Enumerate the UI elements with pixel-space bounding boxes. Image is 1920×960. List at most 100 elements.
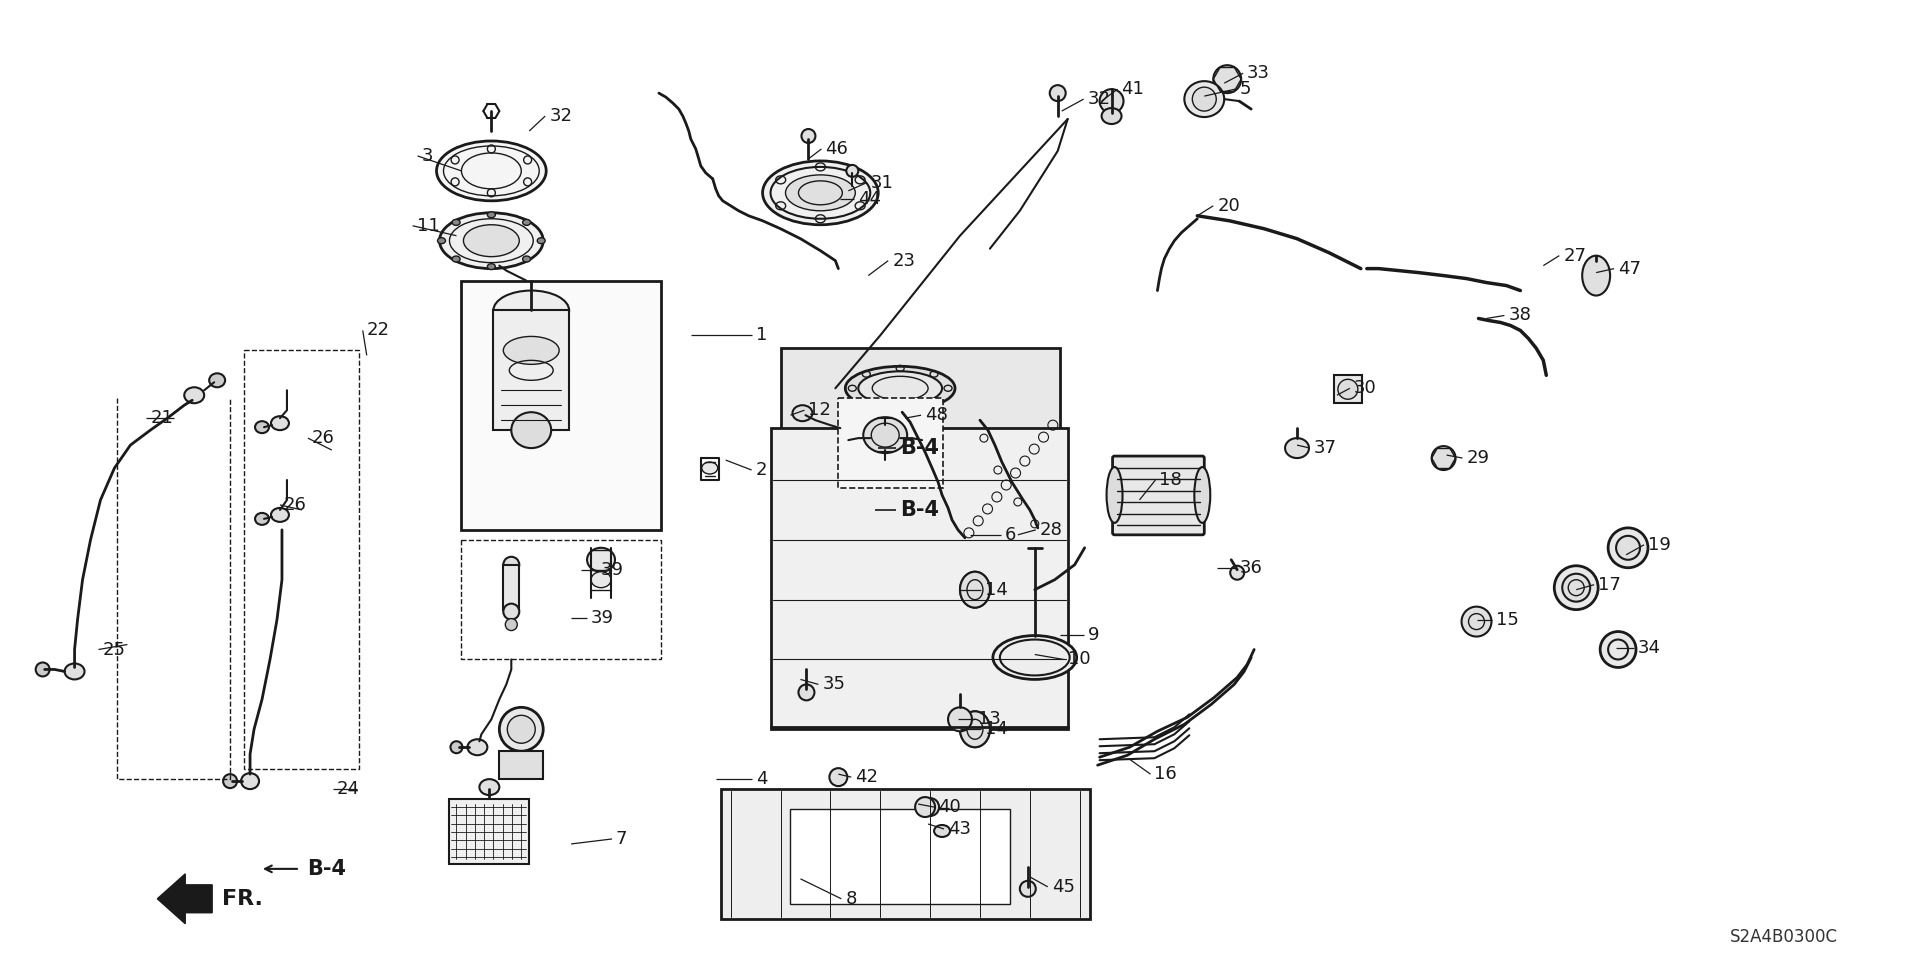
Text: 1: 1 <box>756 326 766 345</box>
Ellipse shape <box>1231 565 1244 580</box>
Ellipse shape <box>1100 89 1123 113</box>
Bar <box>449 799 530 864</box>
Ellipse shape <box>948 708 972 732</box>
Ellipse shape <box>436 141 545 201</box>
Ellipse shape <box>522 256 530 262</box>
Ellipse shape <box>499 708 543 752</box>
Ellipse shape <box>1106 467 1123 523</box>
Ellipse shape <box>916 797 935 817</box>
Text: 28: 28 <box>1041 521 1062 539</box>
Text: 26: 26 <box>311 429 334 447</box>
Text: 26: 26 <box>284 496 307 514</box>
Text: 27: 27 <box>1563 247 1586 265</box>
Bar <box>461 280 660 530</box>
Ellipse shape <box>799 684 814 701</box>
Text: 41: 41 <box>1121 80 1144 98</box>
Text: 12: 12 <box>808 401 831 420</box>
Text: 47: 47 <box>1619 259 1642 277</box>
Ellipse shape <box>488 212 495 218</box>
Text: 13: 13 <box>977 710 1000 729</box>
Polygon shape <box>770 428 1068 730</box>
Ellipse shape <box>480 780 499 795</box>
Text: 22: 22 <box>367 322 390 340</box>
Text: 35: 35 <box>822 676 845 693</box>
Ellipse shape <box>511 412 551 448</box>
Ellipse shape <box>1194 467 1210 523</box>
Text: 14: 14 <box>985 581 1008 599</box>
Text: 42: 42 <box>854 768 877 786</box>
Ellipse shape <box>223 774 236 788</box>
Text: 33: 33 <box>1248 64 1271 83</box>
Text: 2: 2 <box>756 461 768 479</box>
Text: 45: 45 <box>1052 877 1075 896</box>
Ellipse shape <box>184 387 204 403</box>
Ellipse shape <box>1185 82 1225 117</box>
Text: 43: 43 <box>948 820 972 838</box>
Ellipse shape <box>1192 87 1215 111</box>
Text: 46: 46 <box>826 140 849 158</box>
Text: 34: 34 <box>1638 638 1661 657</box>
Ellipse shape <box>1102 108 1121 124</box>
Ellipse shape <box>1582 255 1611 296</box>
Ellipse shape <box>255 513 269 525</box>
Ellipse shape <box>1432 446 1455 470</box>
Ellipse shape <box>522 220 530 226</box>
Ellipse shape <box>845 367 954 410</box>
Text: 32: 32 <box>549 108 572 125</box>
Ellipse shape <box>993 636 1077 680</box>
Ellipse shape <box>505 618 516 631</box>
Text: 14: 14 <box>985 720 1008 738</box>
Text: 18: 18 <box>1160 471 1183 489</box>
Text: 19: 19 <box>1647 536 1670 554</box>
Polygon shape <box>781 348 1060 430</box>
Bar <box>791 809 1010 903</box>
Ellipse shape <box>960 711 991 747</box>
Text: 16: 16 <box>1154 765 1177 783</box>
Bar <box>493 310 568 430</box>
Text: 36: 36 <box>1238 559 1261 577</box>
Ellipse shape <box>801 129 816 143</box>
Text: 37: 37 <box>1313 439 1336 457</box>
Bar <box>499 752 543 780</box>
Ellipse shape <box>785 175 854 211</box>
Text: 38: 38 <box>1509 306 1532 324</box>
Ellipse shape <box>1555 565 1597 610</box>
Ellipse shape <box>503 336 559 365</box>
Text: 48: 48 <box>925 406 948 424</box>
Text: 24: 24 <box>336 780 359 798</box>
Text: 40: 40 <box>939 798 960 816</box>
Text: 23: 23 <box>893 252 916 270</box>
Text: 8: 8 <box>845 890 856 908</box>
Text: S2A4B0300C: S2A4B0300C <box>1730 927 1837 946</box>
Text: 20: 20 <box>1217 197 1240 215</box>
Ellipse shape <box>503 557 518 573</box>
FancyBboxPatch shape <box>1112 456 1204 535</box>
Ellipse shape <box>271 417 288 430</box>
FancyArrow shape <box>157 874 213 924</box>
Bar <box>244 350 359 769</box>
Text: 6: 6 <box>1004 526 1016 544</box>
Text: 32: 32 <box>1087 90 1110 108</box>
Ellipse shape <box>591 572 611 588</box>
Ellipse shape <box>1609 528 1647 567</box>
Ellipse shape <box>829 768 847 786</box>
Ellipse shape <box>507 715 536 743</box>
Ellipse shape <box>65 663 84 680</box>
Bar <box>839 398 943 488</box>
Ellipse shape <box>451 256 461 262</box>
Ellipse shape <box>1213 65 1240 93</box>
Text: 31: 31 <box>870 174 893 192</box>
Polygon shape <box>720 789 1091 919</box>
Ellipse shape <box>271 508 288 522</box>
Bar <box>1334 375 1361 403</box>
Text: 44: 44 <box>858 190 881 207</box>
Ellipse shape <box>1599 632 1636 667</box>
Ellipse shape <box>209 373 225 387</box>
Ellipse shape <box>255 421 269 433</box>
Ellipse shape <box>503 604 518 619</box>
Ellipse shape <box>467 739 488 756</box>
Text: 3: 3 <box>422 147 434 165</box>
Ellipse shape <box>960 572 991 608</box>
Text: 7: 7 <box>616 830 628 848</box>
Ellipse shape <box>493 291 568 330</box>
